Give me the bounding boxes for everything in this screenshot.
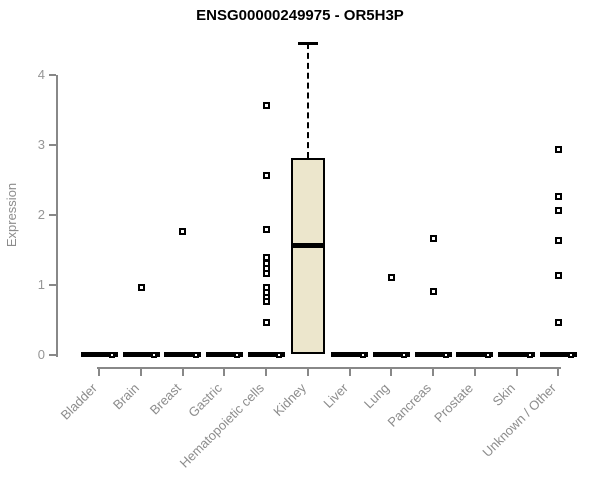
x-tick-mark — [223, 367, 226, 376]
zero-median-bar — [331, 352, 369, 357]
box-iqr — [290, 158, 325, 354]
data-point-zero — [109, 352, 116, 358]
data-point — [179, 227, 187, 235]
zero-median-bar — [205, 352, 243, 357]
x-tick-mark — [515, 367, 518, 376]
y-tick-label: 4 — [37, 67, 45, 82]
y-tick-label: 3 — [37, 137, 45, 152]
data-point-zero — [151, 352, 158, 358]
whisker-cap — [297, 41, 318, 45]
x-tick-mark — [98, 367, 101, 376]
data-point — [262, 171, 270, 179]
data-point-zero — [359, 352, 366, 358]
data-point — [262, 319, 270, 327]
x-tick-mark — [181, 367, 184, 376]
data-point — [554, 319, 562, 327]
x-tick-mark — [473, 367, 476, 376]
zero-median-bar — [456, 352, 494, 357]
data-point — [554, 192, 562, 200]
zero-median-bar — [498, 352, 536, 357]
x-axis-line — [97, 367, 562, 369]
x-tick-mark — [306, 367, 309, 376]
data-point — [554, 207, 562, 215]
x-tick-mark — [557, 367, 560, 376]
data-point-zero — [526, 352, 533, 358]
chart-title: ENSG00000249975 - OR5H3P — [196, 7, 404, 24]
data-point — [262, 254, 270, 262]
zero-median-bar — [247, 352, 285, 357]
x-tick-mark — [432, 367, 435, 376]
data-point — [262, 101, 270, 109]
data-point — [429, 235, 437, 243]
whisker-line — [306, 42, 309, 159]
data-point — [387, 273, 395, 281]
y-tick-mark — [49, 214, 56, 216]
y-tick-label: 1 — [37, 277, 45, 292]
y-axis-line — [56, 75, 58, 357]
x-tick-mark — [348, 367, 351, 376]
zero-median-bar — [164, 352, 202, 357]
y-tick-label: 2 — [37, 207, 45, 222]
zero-median-bar — [539, 352, 577, 357]
y-tick-label: 0 — [37, 347, 45, 362]
y-tick-mark — [49, 284, 56, 286]
data-point-zero — [443, 352, 450, 358]
x-tick-mark — [265, 367, 268, 376]
data-point-zero — [276, 352, 283, 358]
zero-median-bar — [414, 352, 452, 357]
data-point-zero — [484, 352, 491, 358]
y-tick-mark — [49, 144, 56, 146]
zero-median-bar — [122, 352, 160, 357]
data-point-zero — [192, 352, 199, 358]
zero-median-bar — [80, 352, 118, 357]
data-point — [262, 226, 270, 234]
data-point-zero — [568, 352, 575, 358]
median-line — [290, 243, 325, 249]
data-point — [554, 146, 562, 154]
zero-median-bar — [372, 352, 410, 357]
x-tick-mark — [140, 367, 143, 376]
y-tick-mark — [49, 354, 56, 356]
x-tick-mark — [390, 367, 393, 376]
data-point — [554, 237, 562, 245]
data-point — [137, 283, 145, 291]
data-point-zero — [401, 352, 408, 358]
data-point-zero — [234, 352, 241, 358]
data-point — [554, 271, 562, 279]
y-tick-mark — [49, 74, 56, 76]
data-point — [429, 287, 437, 295]
data-point — [262, 283, 270, 291]
